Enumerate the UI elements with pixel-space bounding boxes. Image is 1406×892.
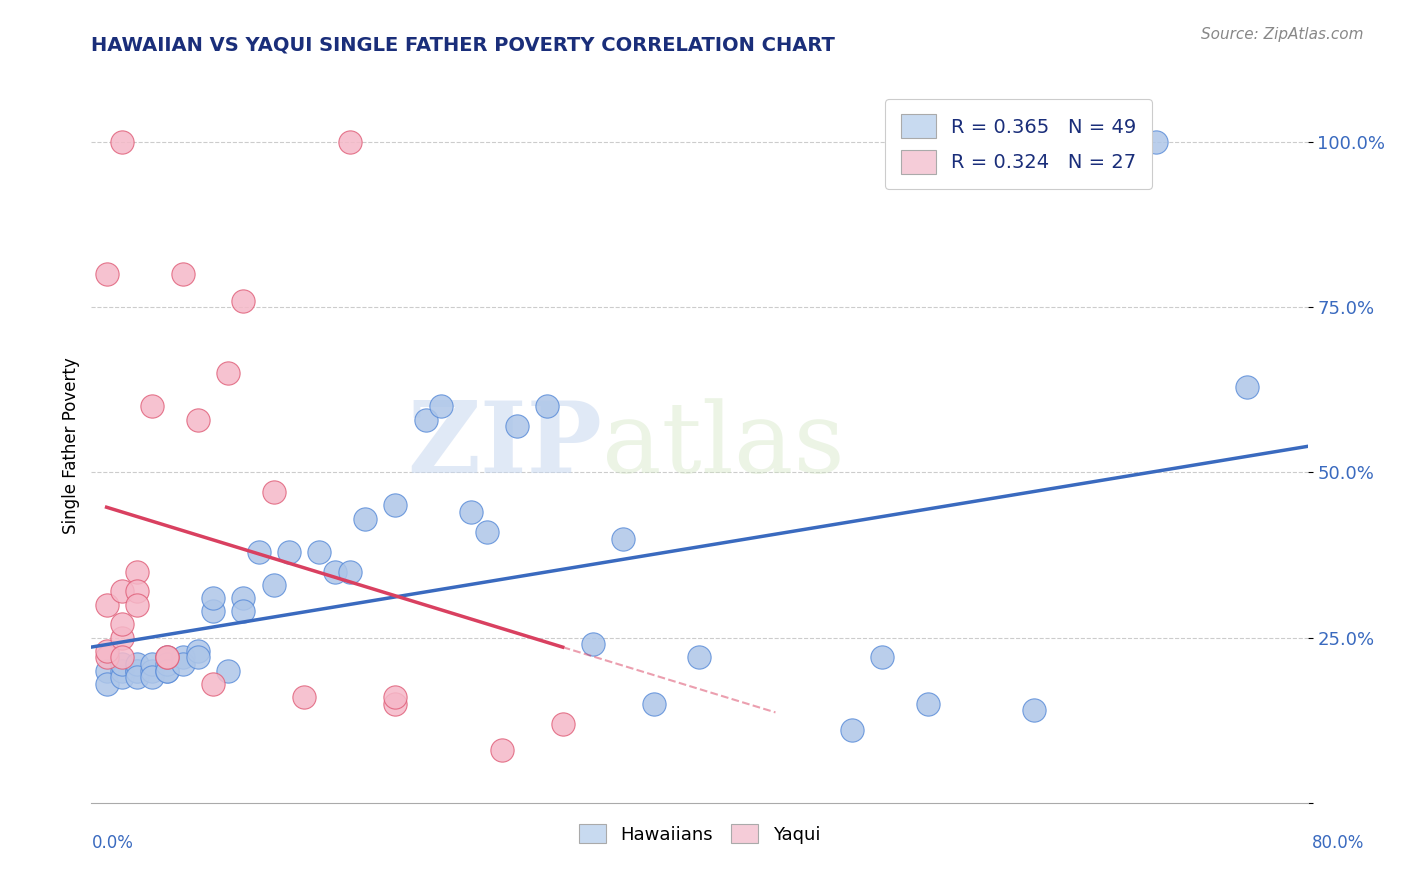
Point [384, 690, 406, 704]
Point [339, 565, 361, 579]
Point [202, 591, 225, 605]
Point [339, 135, 361, 149]
Point [111, 664, 134, 678]
Point [232, 591, 254, 605]
Point [384, 697, 406, 711]
Point [187, 644, 209, 658]
Point [156, 650, 179, 665]
Point [323, 565, 346, 579]
Point [96, 650, 118, 665]
Point [141, 400, 163, 414]
Point [156, 650, 179, 665]
Point [308, 545, 330, 559]
Point [491, 743, 513, 757]
Text: HAWAIIAN VS YAQUI SINGLE FATHER POVERTY CORRELATION CHART: HAWAIIAN VS YAQUI SINGLE FATHER POVERTY … [91, 36, 835, 54]
Point [202, 677, 225, 691]
Text: Source: ZipAtlas.com: Source: ZipAtlas.com [1201, 27, 1364, 42]
Point [612, 532, 634, 546]
Point [292, 690, 315, 704]
Point [278, 545, 301, 559]
Point [263, 578, 285, 592]
Point [125, 565, 148, 579]
Point [125, 584, 148, 599]
Point [96, 677, 118, 691]
Point [475, 524, 498, 539]
Point [156, 657, 179, 671]
Point [111, 584, 134, 599]
Point [172, 657, 194, 671]
Point [688, 650, 710, 665]
Point [96, 267, 118, 281]
Point [172, 650, 194, 665]
Text: 0.0%: 0.0% [91, 834, 134, 852]
Point [156, 650, 179, 665]
Point [217, 367, 239, 381]
Point [1236, 379, 1258, 393]
Point [156, 664, 179, 678]
Point [217, 664, 239, 678]
Point [202, 604, 225, 618]
Point [111, 650, 134, 665]
Text: 80.0%: 80.0% [1312, 834, 1364, 852]
Point [156, 664, 179, 678]
Point [643, 697, 665, 711]
Point [111, 617, 134, 632]
Point [354, 511, 377, 525]
Point [125, 598, 148, 612]
Point [96, 598, 118, 612]
Legend: Hawaiians, Yaqui: Hawaiians, Yaqui [572, 817, 827, 851]
Point [141, 657, 163, 671]
Point [96, 664, 118, 678]
Point [536, 400, 558, 414]
Point [551, 716, 574, 731]
Point [111, 135, 134, 149]
Point [125, 664, 148, 678]
Point [384, 499, 406, 513]
Point [1022, 703, 1045, 717]
Point [247, 545, 270, 559]
Point [125, 664, 148, 678]
Point [263, 485, 285, 500]
Point [582, 637, 605, 651]
Y-axis label: Single Father Poverty: Single Father Poverty [62, 358, 80, 534]
Point [1144, 135, 1167, 149]
Point [111, 670, 134, 684]
Point [232, 604, 254, 618]
Point [141, 664, 163, 678]
Point [460, 505, 482, 519]
Point [430, 400, 453, 414]
Point [111, 631, 134, 645]
Point [172, 267, 194, 281]
Point [506, 419, 529, 434]
Point [187, 412, 209, 426]
Point [125, 657, 148, 671]
Point [870, 650, 893, 665]
Point [187, 650, 209, 665]
Point [917, 697, 939, 711]
Point [96, 644, 118, 658]
Point [125, 670, 148, 684]
Point [141, 670, 163, 684]
Point [111, 657, 134, 671]
Point [232, 293, 254, 308]
Text: atlas: atlas [602, 398, 845, 494]
Text: ZIP: ZIP [408, 398, 602, 494]
Point [841, 723, 863, 738]
Point [415, 412, 437, 426]
